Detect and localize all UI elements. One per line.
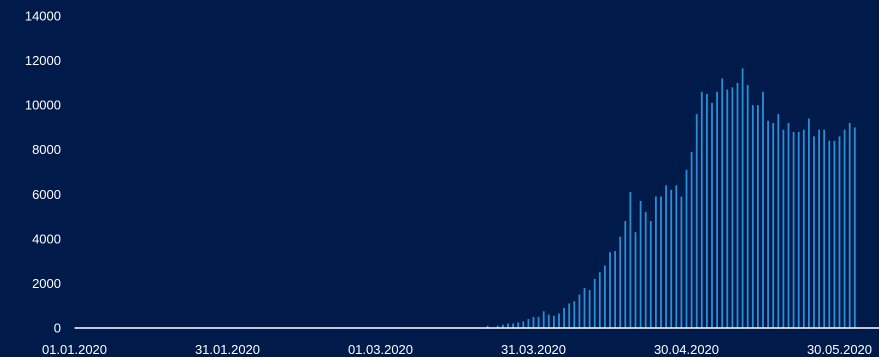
- bar: [558, 313, 560, 328]
- bar: [629, 192, 632, 328]
- bar: [808, 118, 810, 328]
- bar: [792, 131, 795, 328]
- bar: [828, 140, 831, 328]
- bar: [496, 325, 499, 328]
- bar: [813, 136, 815, 328]
- bar: [736, 82, 739, 328]
- bar: [746, 85, 749, 328]
- bar: [741, 68, 744, 329]
- bar: [823, 129, 826, 328]
- bar: [675, 185, 678, 328]
- bar: [695, 114, 698, 328]
- bar: [624, 221, 627, 328]
- bar: [553, 315, 555, 328]
- bar: [614, 251, 616, 328]
- bar: [512, 323, 514, 328]
- bar: [700, 91, 703, 329]
- bar: [598, 272, 601, 328]
- bar: [838, 136, 841, 328]
- bar: [848, 122, 851, 328]
- bar: [797, 131, 800, 328]
- y-tick-label: 8000: [32, 142, 61, 157]
- bar: [767, 120, 769, 329]
- y-tick-label: 2000: [32, 276, 61, 291]
- bar: [655, 196, 657, 328]
- x-tick-label: 01.03.2020: [348, 342, 413, 357]
- bar: [639, 200, 642, 328]
- bar: [583, 287, 586, 328]
- bar: [486, 325, 489, 328]
- x-tick-labels: 01.01.2020 31.01.2020 01.03.2020 31.03.2020…: [42, 342, 872, 357]
- bar: [537, 316, 540, 328]
- bar: [634, 232, 637, 328]
- bar: [665, 185, 667, 328]
- bar: [751, 105, 754, 328]
- y-tick-label: 6000: [32, 187, 61, 202]
- y-tick-labels: 0 2000 4000 6000 8000 10000 12000 14000: [25, 9, 61, 336]
- bar: [670, 189, 673, 328]
- bar: [853, 127, 856, 329]
- bar: [609, 252, 611, 328]
- bar: [685, 169, 688, 328]
- bar: [818, 129, 820, 328]
- bar: [731, 87, 734, 328]
- bar: [604, 265, 606, 328]
- bar: [547, 314, 550, 328]
- bar: [716, 91, 718, 329]
- bar: [588, 290, 591, 328]
- bar: [843, 129, 846, 328]
- bar: [706, 94, 708, 328]
- x-tick-label: 01.01.2020: [42, 342, 107, 357]
- y-tick-label: 0: [54, 321, 61, 336]
- bar: [522, 321, 525, 328]
- bar: [568, 303, 571, 328]
- bar: [802, 129, 805, 328]
- y-tick-label: 4000: [32, 231, 61, 246]
- bar: [563, 307, 565, 328]
- bar: [757, 105, 759, 328]
- x-tick-label: 31.03.2020: [501, 342, 566, 357]
- bar: [619, 236, 622, 328]
- bar: [542, 311, 545, 328]
- bar: [578, 294, 581, 328]
- bar: [649, 221, 652, 328]
- bar: [517, 322, 520, 328]
- bar: [593, 278, 596, 328]
- bar: [660, 196, 662, 328]
- bar: [721, 78, 724, 329]
- bar: [711, 102, 713, 328]
- bar: [502, 324, 504, 328]
- bar: [644, 212, 647, 328]
- bar: [726, 89, 729, 328]
- x-tick-label: 30.05.2020: [807, 342, 872, 357]
- bar: [782, 129, 785, 328]
- x-tick-label: 30.04.2020: [654, 342, 719, 357]
- bar: [680, 196, 683, 328]
- bar: [772, 122, 775, 328]
- bars-group: [486, 68, 856, 329]
- y-tick-label: 14000: [25, 9, 61, 24]
- bar: [527, 319, 530, 328]
- bar: [762, 91, 764, 329]
- bar: [573, 301, 576, 328]
- x-tick-label: 31.01.2020: [195, 342, 260, 357]
- bar: [532, 316, 535, 328]
- bar: [507, 323, 509, 328]
- bar: [777, 114, 780, 328]
- bar: [833, 140, 836, 328]
- y-tick-label: 10000: [25, 98, 61, 113]
- bar: [690, 151, 693, 328]
- bar: [787, 122, 790, 328]
- y-tick-label: 12000: [25, 53, 61, 68]
